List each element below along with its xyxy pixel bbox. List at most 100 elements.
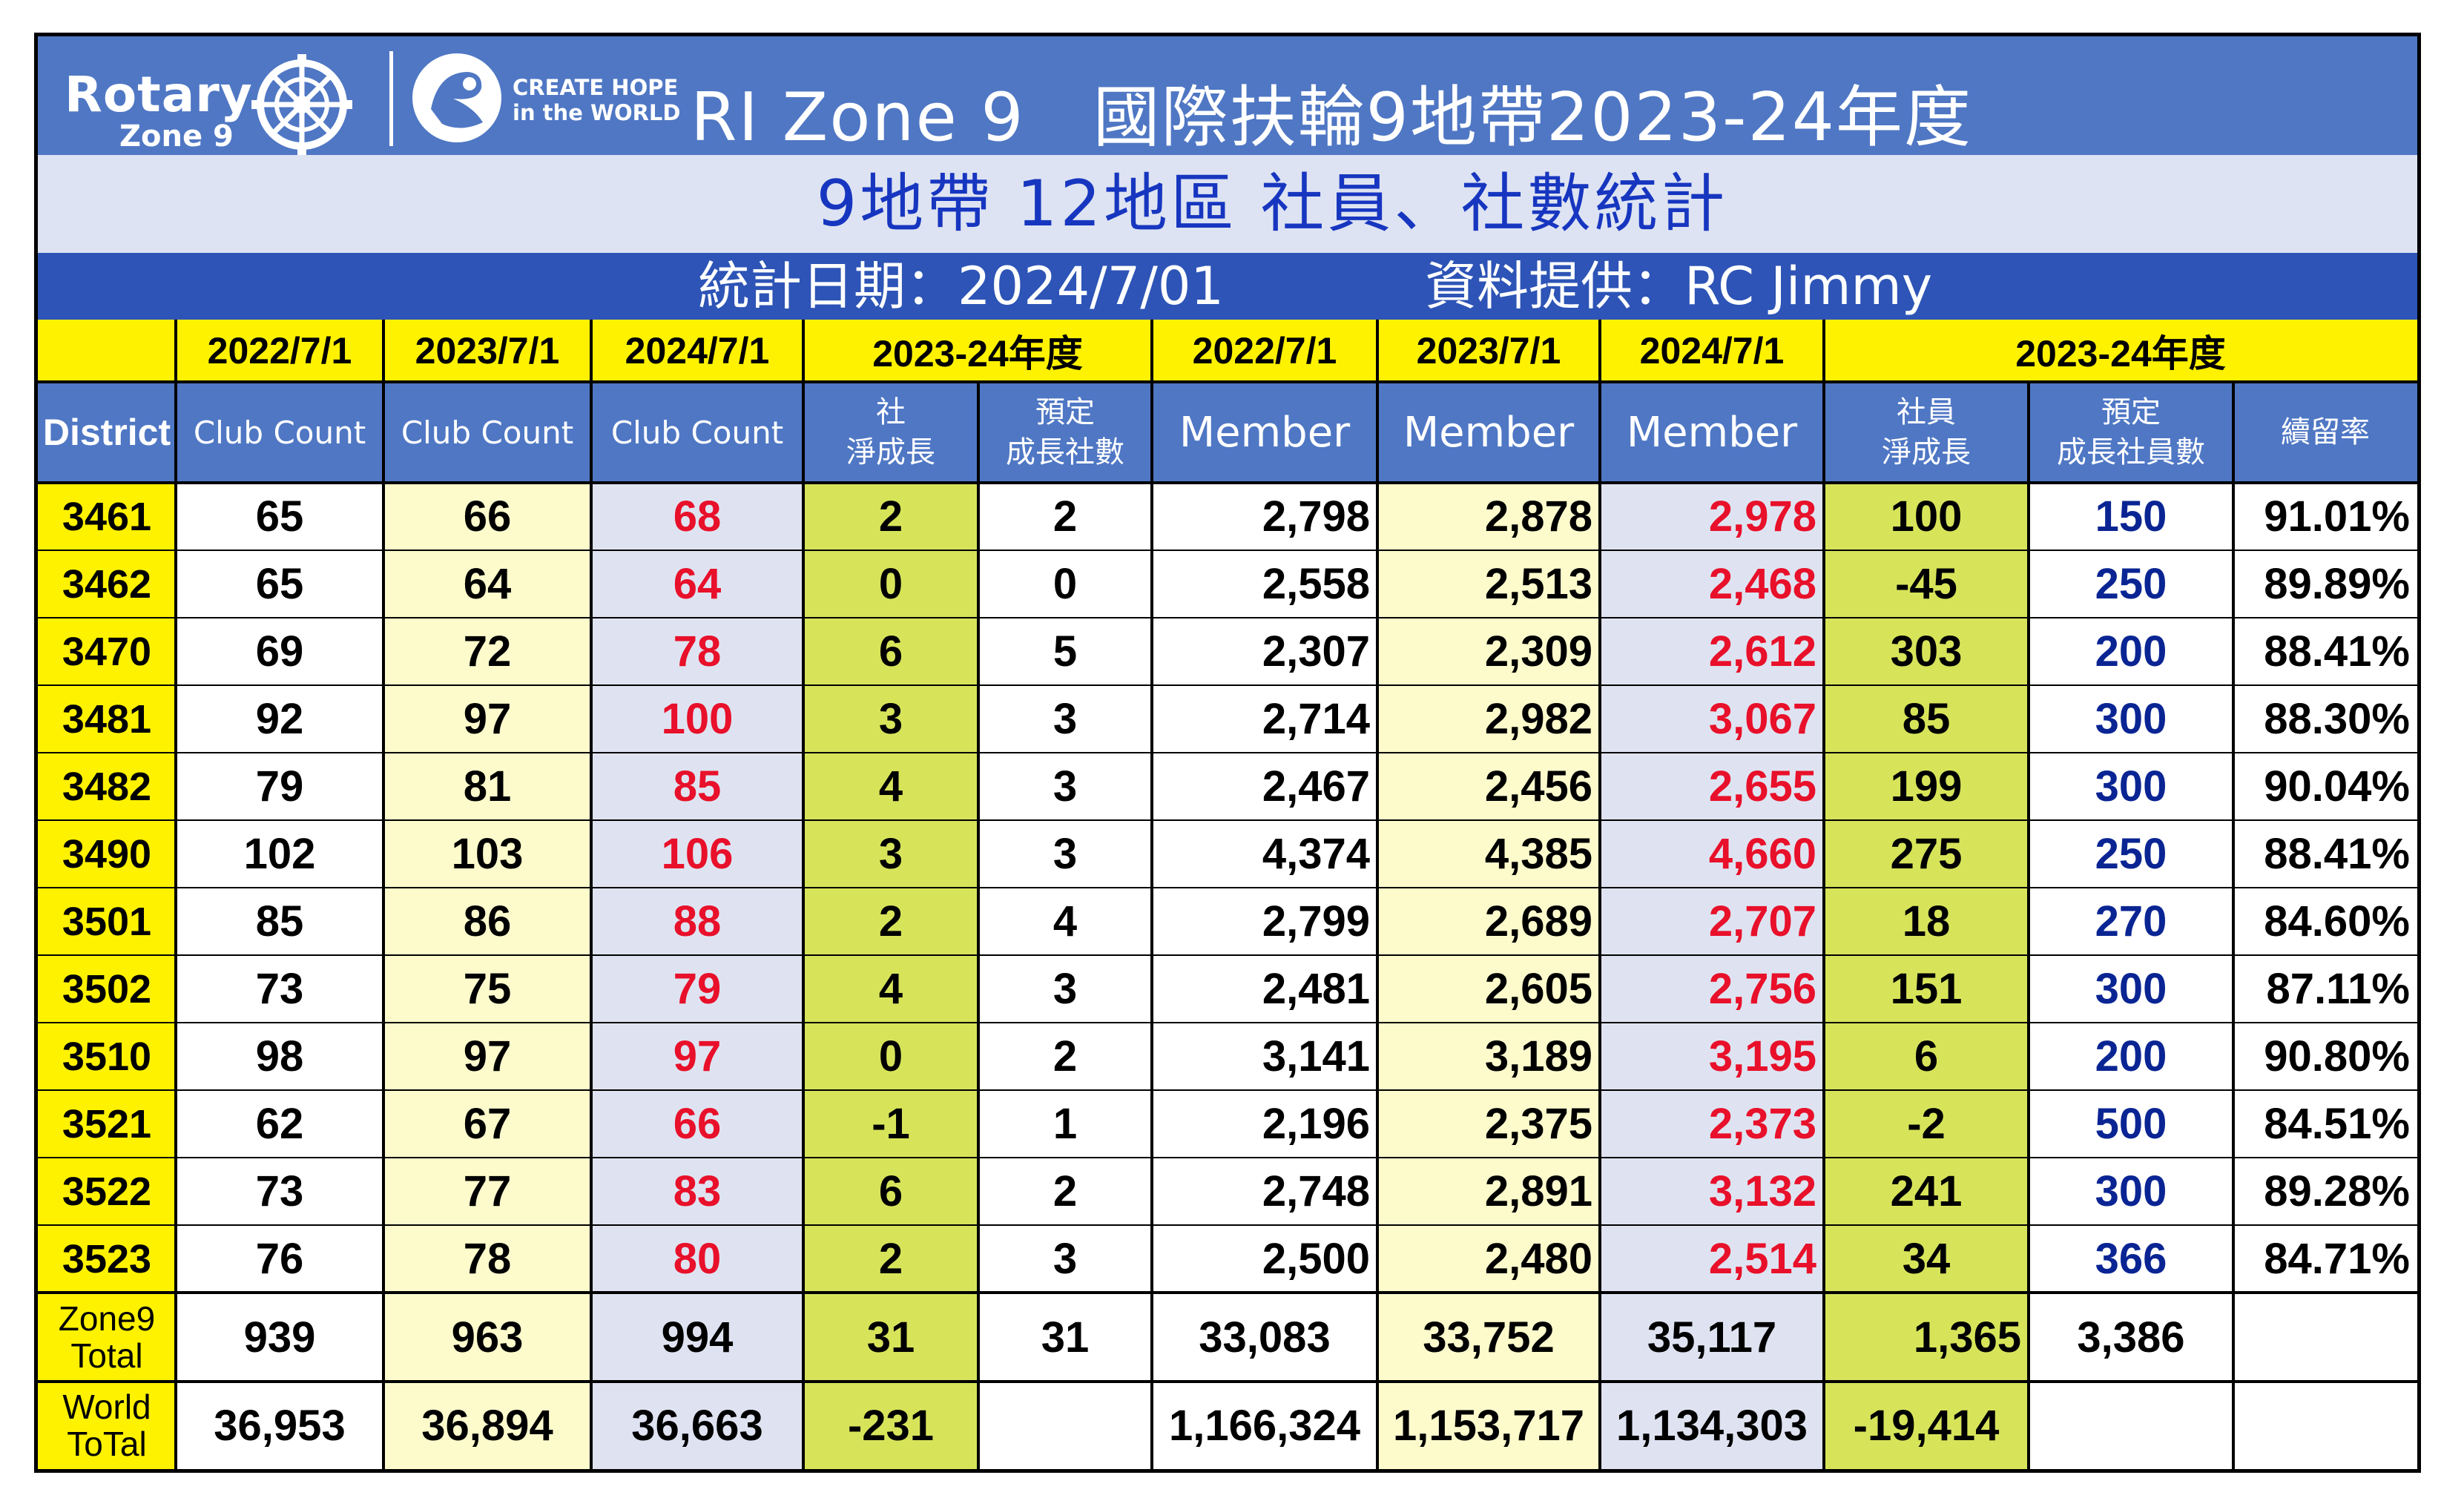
table-cell: 0	[803, 550, 978, 618]
table-cell: 90.80%	[2233, 1023, 2417, 1090]
table-cell: 97	[383, 685, 591, 753]
rotary-wheel-icon	[251, 54, 352, 155]
district-cell: 3502	[38, 955, 176, 1023]
table-cell: 3	[803, 685, 978, 753]
grid-line	[2027, 382, 2030, 1469]
table-cell: 3,141	[1152, 1023, 1377, 1090]
table-cell: 250	[2029, 550, 2233, 618]
grid-line	[38, 1380, 2417, 1383]
table-cell: 2,468	[1600, 550, 1824, 618]
table-cell: 98	[176, 1023, 383, 1090]
grid-line	[977, 382, 980, 1469]
table-cell: 2,707	[1600, 888, 1824, 955]
header-date-cell: 2022/7/1	[1152, 320, 1377, 382]
total-cell: 36,953	[176, 1382, 383, 1469]
table-cell: 5	[978, 618, 1152, 685]
table-cell: 2	[978, 483, 1152, 550]
total-cell: 1,153,717	[1377, 1382, 1600, 1469]
subtitle-bar: 9地帶 12地區 社員、社數統計	[38, 155, 2417, 253]
table-cell: 80	[591, 1225, 803, 1293]
table-cell: 2,612	[1600, 618, 1824, 685]
table-cell: 0	[978, 550, 1152, 618]
header-label-cell: Member	[1152, 382, 1377, 483]
grid-line	[38, 617, 2417, 618]
table-cell: 86	[383, 888, 591, 955]
header-label-cell: District	[38, 382, 176, 483]
table-cell: 3	[978, 1225, 1152, 1293]
table-cell: 2,655	[1600, 753, 1824, 820]
table-cell: 303	[1824, 618, 2029, 685]
stats-table: 2022/7/1 2023/7/1 2024/7/1 2023-24年度 2022/7/…	[38, 320, 2417, 1469]
total-cell: 33,083	[1152, 1293, 1377, 1382]
table-cell: 66	[591, 1090, 803, 1158]
total-cell: 1,166,324	[1152, 1382, 1377, 1469]
table-cell: 73	[176, 955, 383, 1023]
table-cell: 6	[803, 1158, 978, 1225]
total-cell: 31	[803, 1293, 978, 1382]
table-cell: 4	[978, 888, 1152, 955]
table-cell: 300	[2029, 955, 2233, 1023]
district-cell: 3501	[38, 888, 176, 955]
rotary-zone-text: Zone 9	[119, 119, 234, 154]
header-date-cell: 2023/7/1	[1377, 320, 1600, 382]
table-cell: 2,514	[1600, 1225, 1824, 1293]
table-cell: 500	[2029, 1090, 2233, 1158]
table-cell: 65	[176, 483, 383, 550]
table-cell: 2,605	[1377, 955, 1600, 1023]
header-date-cell: 2022/7/1	[176, 320, 383, 382]
header-label-cell: 續留率	[2233, 382, 2417, 483]
grid-line	[38, 752, 2417, 753]
header-label-cell: Club Count	[591, 382, 803, 483]
district-cell: 3482	[38, 753, 176, 820]
table-cell: 2,689	[1377, 888, 1600, 955]
table-cell: 2,558	[1152, 550, 1377, 618]
header-label-cell: 社員 淨成長	[1824, 382, 2029, 483]
table-cell: 88.41%	[2233, 820, 2417, 888]
table-cell: 103	[383, 820, 591, 888]
grid-line	[1150, 320, 1153, 1469]
table-cell: 3	[978, 820, 1152, 888]
table-cell: 34	[1824, 1225, 2029, 1293]
table-cell: 2	[803, 1225, 978, 1293]
header-date-cell: 2023/7/1	[383, 320, 591, 382]
table-cell: 4,660	[1600, 820, 1824, 888]
total-cell: 994	[591, 1293, 803, 1382]
table-cell: 67	[383, 1090, 591, 1158]
total-label-cell: Zone9 Total	[38, 1293, 176, 1382]
total-cell: 31	[978, 1293, 1152, 1382]
grid-line	[1822, 320, 1825, 1469]
grid-line	[38, 1291, 2417, 1294]
table-cell: 84.51%	[2233, 1090, 2417, 1158]
table-cell: 2,982	[1377, 685, 1600, 753]
district-cell: 3522	[38, 1158, 176, 1225]
table-cell: 2,891	[1377, 1158, 1600, 1225]
grid-line	[38, 1157, 2417, 1158]
table-cell: 2,373	[1600, 1090, 1824, 1158]
grid-line	[2232, 382, 2235, 1469]
table-cell: 300	[2029, 685, 2233, 753]
header-date-cell: 2023-24年度	[803, 320, 1152, 382]
total-cell: 1,365	[1824, 1293, 2029, 1382]
table-cell: 100	[591, 685, 803, 753]
grid-line	[802, 320, 805, 1469]
header-date-cell	[38, 320, 176, 382]
total-cell	[978, 1382, 1152, 1469]
table-cell: 300	[2029, 753, 2233, 820]
header-label-cell: Club Count	[176, 382, 383, 483]
grid-line	[38, 380, 2417, 383]
district-cell: 3490	[38, 820, 176, 888]
table-cell: 250	[2029, 820, 2233, 888]
total-cell: 33,752	[1377, 1293, 1600, 1382]
table-cell: 4	[803, 753, 978, 820]
table-cell: 2,978	[1600, 483, 1824, 550]
table-cell: 88.41%	[2233, 618, 2417, 685]
table-cell: 2,481	[1152, 955, 1377, 1023]
total-cell: 939	[176, 1293, 383, 1382]
table-cell: 84.71%	[2233, 1225, 2417, 1293]
table-cell: 3,189	[1377, 1023, 1600, 1090]
table-cell: 3	[803, 820, 978, 888]
grid-line	[38, 954, 2417, 956]
total-cell: 35,117	[1600, 1293, 1824, 1382]
table-cell: 366	[2029, 1225, 2233, 1293]
total-cell	[2233, 1382, 2417, 1469]
